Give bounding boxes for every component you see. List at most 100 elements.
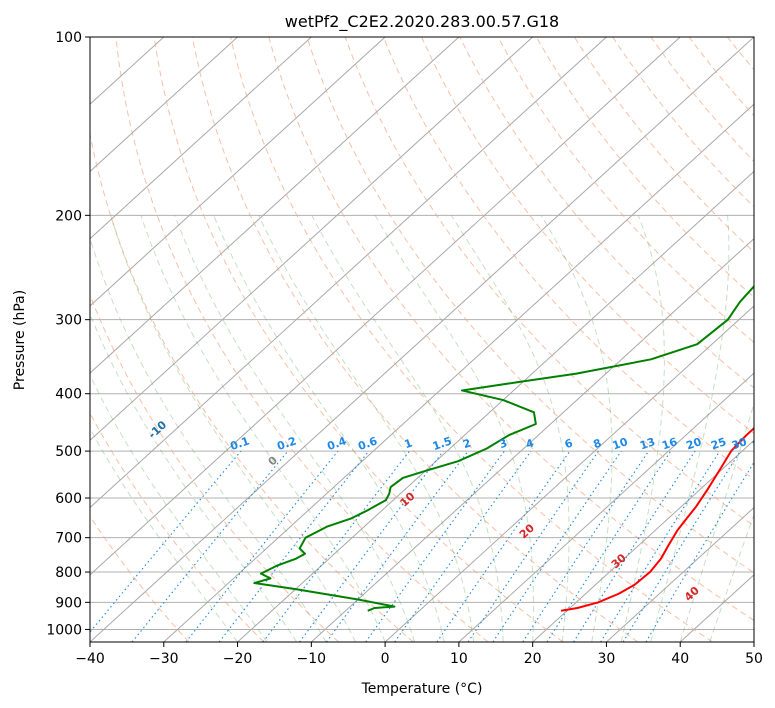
mixing-ratio-label: 10 [611, 435, 630, 452]
dry-adiabat-line [90, 131, 414, 642]
mixing-ratio-label: 2 [461, 436, 472, 451]
mixing-ratio-label: 16 [660, 435, 679, 452]
isotherm-line [237, 170, 754, 642]
isotherm-line [458, 372, 754, 642]
y-tick-label: 800 [55, 565, 82, 581]
moist-adiabat-line [213, 215, 445, 642]
dry-adiabat-line [650, 37, 754, 163]
mixing-ratio-label: 36 [751, 435, 770, 452]
x-tick-label: −30 [149, 651, 179, 667]
y-tick-label: 200 [55, 208, 82, 224]
moist-adiabat-label: 20 [517, 521, 537, 541]
isotherm-line [163, 103, 754, 642]
moist-adiabat-label: 30 [609, 551, 629, 571]
mixing-ratio-line [365, 450, 505, 642]
isotherm-line [753, 641, 754, 642]
x-tick-label: 30 [598, 651, 616, 667]
mixing-ratio-line [218, 450, 370, 642]
x-tick-label: −40 [75, 651, 105, 667]
isotherm-line [532, 439, 754, 642]
dry-adiabat-line [230, 37, 713, 642]
mixing-ratio-line [546, 450, 672, 642]
adiabat-labels: 0.10.20.40.611.52346810131620253036-100-… [90, 383, 770, 604]
mixing-ratio-label: 0.1 [228, 434, 251, 453]
moist-adiabat-line [174, 215, 416, 642]
mixing-ratio-line [131, 450, 289, 642]
dry-adiabat-line [535, 37, 754, 298]
y-axis-label: Pressure (hPa) [12, 290, 28, 390]
moist-adiabat-line [90, 374, 268, 642]
mixing-ratio-line [622, 450, 741, 642]
isotherm-line [606, 506, 754, 642]
isotherm-line [90, 37, 754, 642]
x-axis-ticks: −40 −30 −20 −10 0 10 20 30 40 50 [75, 642, 763, 667]
dry-adiabat-line [268, 37, 754, 622]
y-tick-label: 300 [55, 313, 82, 329]
y-tick-label: 400 [55, 387, 82, 403]
mixing-ratio-line [299, 450, 444, 642]
moist-adiabat-line [90, 236, 327, 642]
isobar-gridlines [90, 37, 754, 630]
isotherm-line [90, 37, 312, 240]
mixing-ratio-line [492, 450, 622, 642]
dry-adiabats [90, 37, 775, 642]
dry-adiabat-line [90, 412, 265, 642]
plot-area: 0.10.20.40.611.52346810131620253036-100-… [90, 37, 775, 642]
moist-adiabat-line [620, 215, 665, 642]
mixing-ratio-line [600, 450, 721, 642]
dry-adiabat-line [153, 37, 564, 642]
mixing-ratio-line [394, 450, 532, 642]
mixing-ratio-label: 6 [563, 436, 575, 451]
mixing-ratio-line [436, 450, 571, 642]
profile-line [560, 426, 754, 612]
dry-adiabat-line [459, 37, 754, 389]
dry-adiabat-line [766, 37, 775, 642]
moist-adiabat-line [540, 215, 613, 642]
moist-adiabat-line [311, 215, 504, 642]
x-tick-label: 20 [524, 651, 542, 667]
dry-adiabat-line [115, 37, 489, 642]
mixing-ratio-line [90, 450, 242, 633]
isotherm-line [90, 37, 460, 374]
mixing-ratio-label: 3 [497, 436, 508, 451]
mixing-ratio-line [185, 450, 339, 642]
mixing-ratio-label: 30 [730, 435, 749, 452]
mixing-ratio-line [262, 450, 410, 642]
y-tick-label: 500 [55, 444, 82, 460]
mixing-ratio-label: 0.2 [275, 434, 298, 453]
x-tick-label: 50 [745, 651, 763, 667]
isotherm-line [90, 37, 607, 509]
dry-adiabat-line [90, 515, 190, 642]
moist-adiabat-label: 10 [397, 489, 417, 509]
moist-adiabat-line [374, 215, 534, 642]
mixing-ratio-line [522, 450, 650, 642]
moist-adiabat-line [650, 215, 730, 642]
y-tick-label: 100 [55, 30, 82, 46]
moist-adiabat-line [90, 427, 238, 642]
dry-adiabat-line [344, 37, 754, 527]
moist-adiabat-label: 0 [266, 453, 281, 468]
x-tick-label: 40 [671, 651, 689, 667]
moist-adiabat-line [450, 215, 570, 642]
skewed-isotherms [90, 37, 754, 642]
dry-adiabat-line [191, 37, 639, 642]
isotherm-line [90, 37, 534, 442]
moist-adiabat-line [140, 215, 386, 642]
x-tick-label: 10 [450, 651, 468, 667]
mixing-ratio-line [573, 450, 696, 642]
dry-adiabat-line [382, 37, 754, 481]
mixing-ratio-lines [90, 450, 754, 642]
mixing-ratio-line [467, 450, 599, 642]
profile-line [253, 284, 754, 612]
x-axis-label: Temperature (°C) [361, 681, 483, 697]
mixing-ratio-label: 0.6 [356, 434, 379, 453]
moist-adiabat-line [258, 215, 475, 642]
mixing-ratio-label: 4 [524, 436, 536, 451]
x-tick-label: 0 [381, 651, 390, 667]
isotherm-line [384, 305, 754, 642]
mixing-ratio-label: 1 [403, 436, 414, 451]
moist-adiabat-line [709, 513, 754, 642]
y-axis-ticks: 100 200 300 400 500 600 700 800 900 1000 [46, 30, 90, 638]
x-tick-label: −10 [297, 651, 327, 667]
